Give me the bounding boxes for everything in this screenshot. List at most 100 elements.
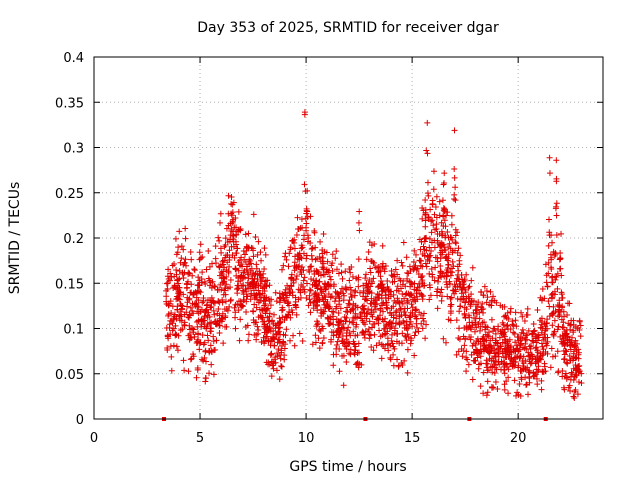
data-point	[443, 273, 450, 280]
data-point	[335, 270, 342, 277]
data-point	[208, 319, 215, 326]
y-tick-label: 0.05	[55, 368, 84, 383]
data-point	[217, 281, 224, 288]
data-point	[261, 266, 268, 273]
data-point	[261, 245, 268, 252]
data-point	[378, 355, 385, 362]
data-point	[546, 216, 553, 223]
data-point	[434, 305, 441, 312]
data-point	[367, 265, 374, 272]
data-point	[414, 293, 421, 300]
data-point	[274, 339, 281, 346]
data-point	[263, 294, 270, 301]
data-point	[566, 353, 573, 359]
data-point	[299, 337, 306, 344]
data-point	[243, 308, 250, 315]
data-point	[393, 287, 400, 294]
data-point	[443, 339, 450, 346]
data-point	[313, 301, 320, 308]
x-tick-label: 10	[298, 431, 315, 446]
data-point	[252, 271, 259, 278]
data-point	[513, 342, 520, 349]
data-point	[361, 305, 368, 312]
data-point	[336, 301, 343, 308]
data-point	[232, 309, 239, 316]
data-point	[300, 277, 307, 284]
data-point	[235, 227, 242, 234]
data-point	[367, 269, 374, 276]
data-point	[393, 338, 400, 345]
data-point	[539, 286, 546, 293]
data-point	[195, 282, 202, 289]
data-point	[362, 296, 369, 303]
data-point	[303, 252, 310, 259]
data-point	[421, 246, 428, 253]
data-point	[469, 264, 476, 271]
data-point	[483, 360, 490, 367]
data-point	[471, 328, 478, 335]
data-point	[526, 379, 533, 386]
data-point	[558, 230, 565, 237]
data-point	[411, 286, 418, 293]
data-point	[279, 266, 286, 273]
data-point	[281, 356, 288, 363]
data-point	[352, 310, 359, 317]
data-point	[282, 286, 289, 293]
data-point	[430, 222, 437, 229]
data-point	[406, 278, 413, 285]
data-point	[207, 304, 214, 311]
data-point	[225, 192, 232, 199]
data-point	[504, 340, 511, 347]
data-point	[320, 325, 327, 332]
data-point	[502, 345, 509, 352]
data-point	[173, 343, 180, 350]
data-point	[466, 319, 473, 326]
data-point	[572, 386, 579, 393]
data-point	[320, 334, 327, 341]
data-point	[260, 334, 267, 341]
data-point	[261, 281, 268, 288]
data-point	[438, 274, 445, 281]
data-point	[355, 364, 362, 371]
data-point	[278, 347, 285, 354]
data-point	[362, 321, 369, 328]
data-point	[168, 310, 175, 317]
data-point	[312, 256, 319, 263]
data-point	[556, 256, 563, 263]
data-point	[438, 228, 445, 235]
data-point	[209, 278, 216, 285]
data-point	[476, 327, 483, 334]
data-point	[442, 223, 449, 230]
data-point	[545, 242, 552, 249]
data-point	[541, 363, 548, 370]
data-point	[558, 291, 565, 298]
data-point	[319, 264, 326, 271]
data-point	[362, 328, 369, 335]
data-point	[181, 322, 188, 329]
data-point	[234, 301, 241, 308]
data-point	[286, 302, 293, 309]
data-point	[202, 378, 209, 385]
data-point	[312, 303, 319, 310]
data-point	[346, 277, 353, 284]
data-point	[216, 237, 223, 244]
data-point	[444, 267, 451, 274]
data-point	[510, 329, 517, 336]
data-point	[432, 226, 439, 233]
data-point	[210, 371, 217, 378]
data-point	[305, 267, 312, 274]
data-point	[246, 256, 253, 263]
data-point	[353, 321, 360, 328]
data-point	[242, 324, 249, 331]
data-point	[259, 285, 266, 292]
data-point	[343, 329, 350, 336]
data-point	[476, 315, 483, 322]
data-point	[394, 298, 401, 305]
data-point	[237, 273, 244, 280]
data-point	[363, 315, 370, 322]
data-point	[402, 332, 409, 339]
data-point	[298, 271, 305, 278]
data-point	[434, 230, 441, 237]
data-point	[294, 255, 301, 262]
data-point	[304, 232, 311, 239]
